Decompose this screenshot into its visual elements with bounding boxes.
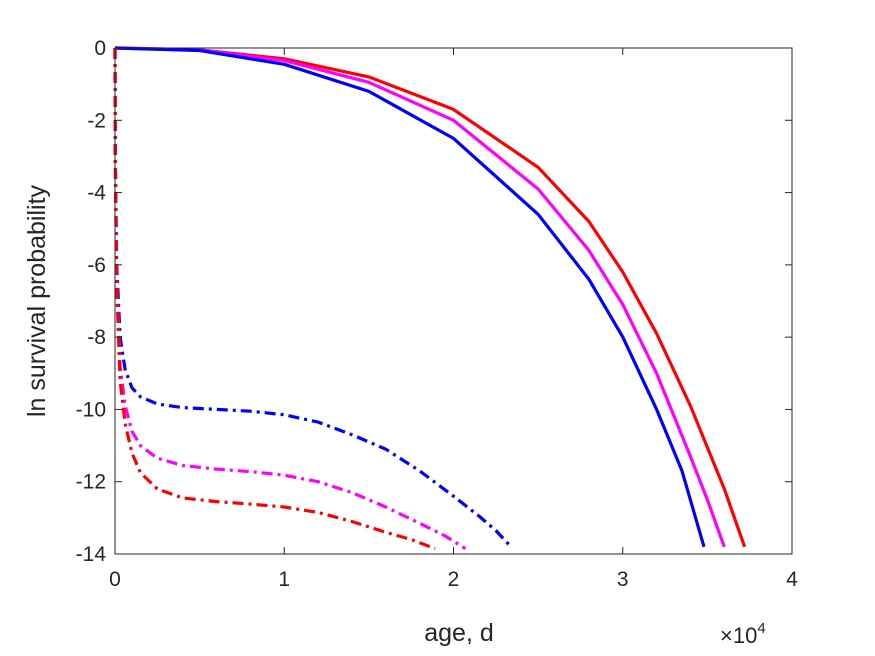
x-tick-label: 1 <box>278 568 290 591</box>
x-multiplier-label: ×104 <box>720 620 766 648</box>
y-tick-label: -2 <box>87 109 106 132</box>
series-layer <box>113 46 747 551</box>
y-tick-label: -8 <box>87 326 106 349</box>
series-line-3 <box>114 46 706 548</box>
x-ticks: 0 1 2 3 4 <box>109 48 798 591</box>
y-tick-label: -6 <box>87 254 106 277</box>
series-line-2 <box>114 46 726 548</box>
x-tick-label: 4 <box>786 568 798 591</box>
y-axis-label: ln survival probability <box>23 184 51 417</box>
x-tick-label: 0 <box>109 568 121 591</box>
y-tick-label: -10 <box>76 398 106 421</box>
x-tick-label: 2 <box>448 568 460 591</box>
y-tick-label: -14 <box>76 543 107 566</box>
y-tick-label: 0 <box>94 37 106 60</box>
x-axis-label: age, d <box>424 619 494 647</box>
x-tick-label: 3 <box>617 568 629 591</box>
plot-background <box>115 48 792 554</box>
y-tick-label: -4 <box>87 182 106 205</box>
series-line-4 <box>113 47 513 548</box>
y-ticks: 0 -2 -4 -6 -8 -10 -12 -14 <box>76 37 792 566</box>
x-multiplier-exponent: 4 <box>757 620 765 637</box>
y-tick-label: -12 <box>76 471 106 494</box>
x-multiplier-base: ×10 <box>720 623 757 648</box>
